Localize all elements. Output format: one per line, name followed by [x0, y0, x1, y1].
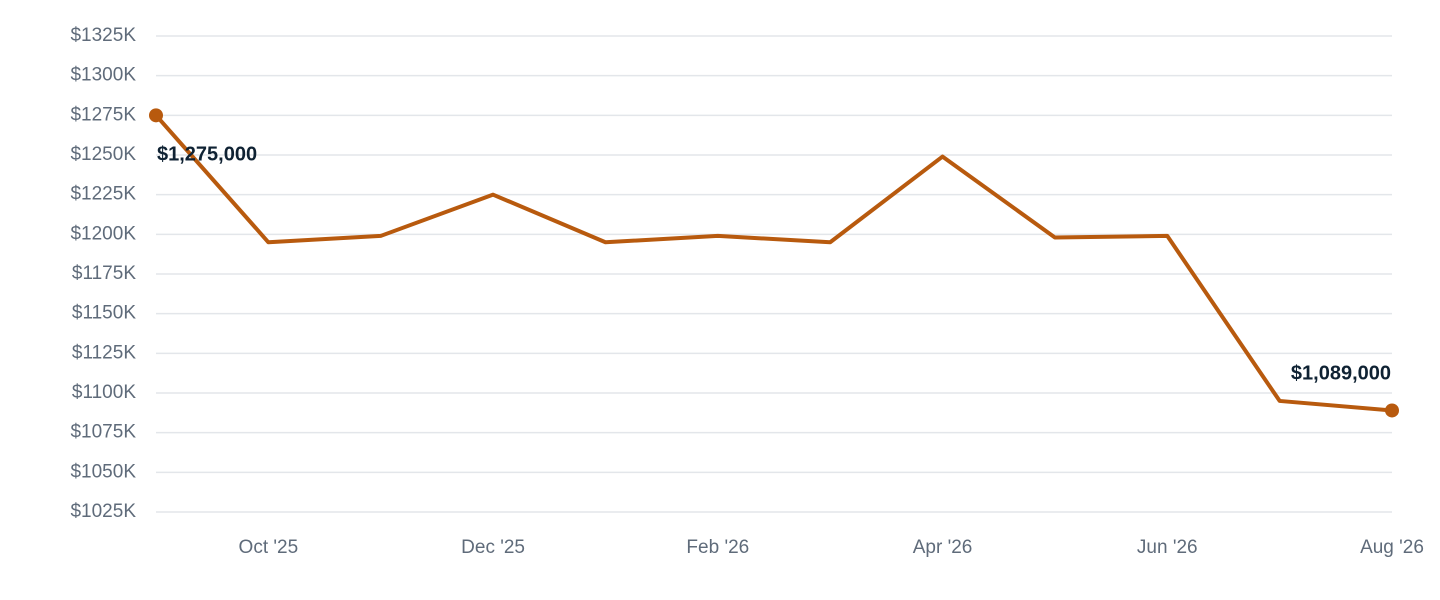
x-tick-label: Aug '26 [1360, 537, 1424, 558]
point-marker [149, 108, 163, 123]
y-tick-label: $1125K [72, 342, 136, 363]
y-tick-label: $1250K [70, 144, 136, 165]
y-tick-label: $1300K [70, 65, 136, 86]
y-tick-label: $1325K [70, 25, 136, 46]
y-tick-label: $1050K [70, 461, 136, 482]
y-tick-label: $1025K [70, 501, 136, 522]
y-tick-label: $1100K [72, 382, 136, 403]
y-tick-label: $1225K [70, 184, 136, 205]
x-tick-label: Oct '25 [239, 537, 299, 558]
y-tick-label: $1175K [72, 263, 136, 284]
y-tick-label: $1150K [72, 303, 136, 324]
x-tick-label: Jun '26 [1137, 537, 1198, 558]
x-tick-label: Feb '26 [686, 537, 749, 558]
y-tick-label: $1200K [70, 223, 136, 244]
y-tick-label: $1075K [70, 422, 136, 443]
value-label: $1,275,000 [157, 144, 257, 166]
value-label: $1,089,000 [1291, 363, 1391, 385]
series-line [154, 114, 1393, 413]
x-tick-label: Dec '25 [461, 537, 525, 558]
x-tick-label: Apr '26 [913, 537, 973, 558]
point-marker [1385, 403, 1399, 418]
y-tick-label: $1275K [70, 104, 136, 125]
